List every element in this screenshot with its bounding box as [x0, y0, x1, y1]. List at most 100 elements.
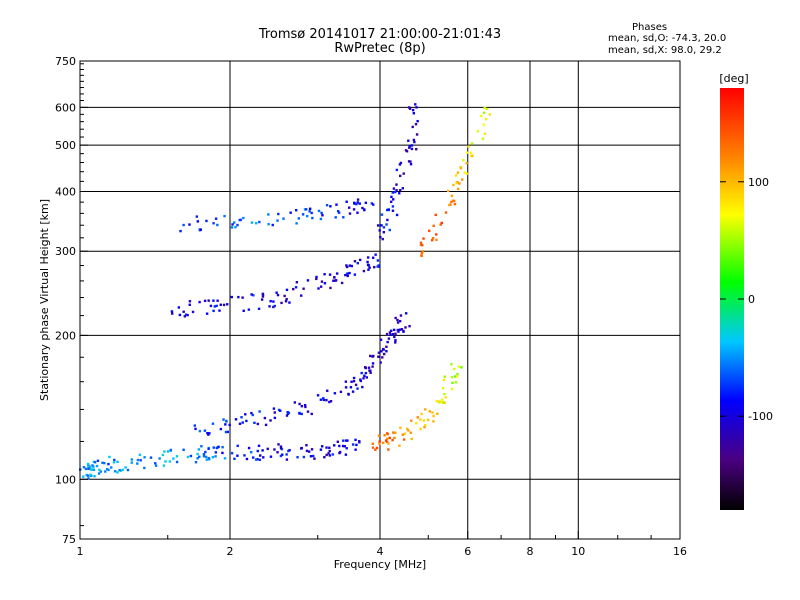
data-point: [196, 457, 199, 460]
data-point: [95, 464, 99, 468]
data-point: [367, 366, 371, 369]
y-axis-label: Stationary phase Virtual Height [km]: [38, 199, 51, 401]
data-point: [455, 375, 459, 378]
data-point: [289, 211, 292, 214]
data-point: [435, 238, 438, 242]
data-point: [322, 397, 325, 400]
data-point: [347, 206, 351, 209]
data-point: [304, 208, 308, 211]
data-point: [241, 421, 244, 424]
data-point: [420, 254, 423, 257]
data-point: [226, 303, 229, 306]
data-point: [410, 144, 414, 147]
data-point: [221, 445, 224, 449]
data-point: [378, 440, 381, 443]
data-point: [250, 450, 253, 454]
data-point: [198, 429, 202, 433]
data-point: [460, 366, 463, 369]
data-point: [285, 414, 289, 417]
data-point: [405, 427, 409, 431]
data-point: [267, 222, 270, 226]
data-point: [245, 419, 248, 423]
y-tick-label: 75: [62, 533, 76, 546]
data-point: [416, 119, 419, 123]
data-point: [207, 299, 210, 302]
data-point: [352, 208, 356, 211]
data-point: [348, 264, 352, 267]
data-point: [168, 460, 172, 463]
data-point: [212, 299, 215, 302]
data-point: [482, 111, 486, 114]
data-point: [171, 312, 174, 315]
data-point: [300, 412, 303, 416]
data-point: [87, 467, 90, 470]
data-point: [334, 279, 337, 282]
data-point: [457, 365, 461, 368]
data-point: [413, 140, 416, 144]
data-point: [415, 147, 418, 151]
data-point: [325, 203, 329, 207]
data-point: [391, 209, 395, 212]
data-point: [295, 222, 298, 225]
data-point: [124, 466, 127, 469]
y-tick-label: 400: [55, 185, 76, 198]
data-point: [404, 312, 408, 315]
data-point: [362, 269, 366, 273]
data-point: [442, 387, 445, 390]
data-point: [320, 211, 323, 215]
y-tick-label: 200: [55, 329, 76, 342]
data-point: [356, 201, 359, 204]
data-point: [415, 422, 418, 425]
data-point: [409, 162, 413, 166]
data-point: [188, 303, 191, 306]
x-tick-label: 10: [571, 545, 585, 558]
data-point: [326, 389, 329, 392]
data-point: [353, 273, 357, 276]
data-point: [322, 398, 326, 402]
data-point: [139, 459, 142, 462]
data-point: [483, 106, 486, 110]
data-point: [360, 371, 363, 375]
data-point: [367, 264, 370, 267]
data-point: [224, 423, 227, 426]
data-point: [188, 223, 191, 226]
data-point: [252, 456, 255, 459]
data-point: [313, 457, 316, 460]
data-point: [251, 413, 254, 417]
data-point: [234, 418, 238, 421]
data-point: [233, 221, 236, 224]
data-point: [385, 345, 388, 348]
data-point: [389, 333, 392, 336]
data-point: [196, 220, 200, 223]
data-point: [331, 453, 334, 456]
data-point: [183, 315, 187, 318]
data-point: [353, 201, 356, 205]
data-point: [209, 304, 213, 308]
data-point: [207, 457, 211, 460]
data-point: [305, 444, 308, 447]
data-point: [398, 319, 402, 323]
data-point: [317, 287, 320, 290]
data-point: [178, 313, 182, 317]
data-point: [394, 431, 397, 435]
data-point: [345, 265, 349, 269]
data-point: [419, 241, 423, 244]
data-point: [266, 447, 269, 451]
data-point: [247, 308, 251, 311]
data-point: [387, 208, 390, 211]
data-point: [465, 151, 469, 154]
data-point: [328, 454, 332, 457]
data-point: [336, 440, 340, 443]
data-point: [105, 467, 109, 471]
data-point: [356, 387, 359, 390]
data-point: [462, 159, 465, 162]
data-point: [376, 259, 380, 262]
data-point: [323, 273, 326, 276]
data-point: [273, 448, 276, 451]
data-point: [224, 430, 228, 434]
data-point: [250, 411, 253, 415]
data-point: [408, 107, 412, 110]
data-point: [382, 226, 386, 229]
data-point: [356, 261, 359, 265]
data-point: [398, 163, 402, 166]
